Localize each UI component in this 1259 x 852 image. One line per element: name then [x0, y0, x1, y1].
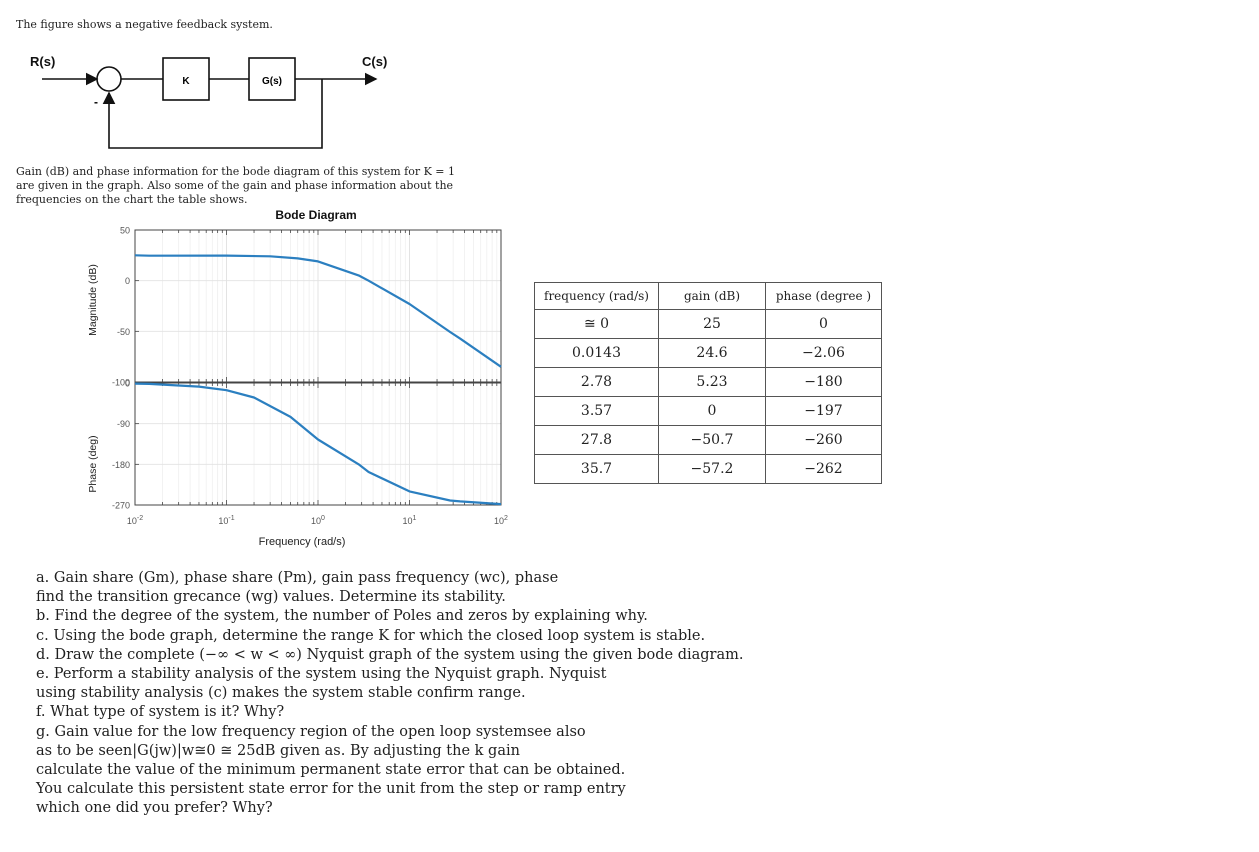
question-line: using stability analysis (c) makes the s… [36, 685, 526, 702]
questions-list: a. Gain share (Gm), phase share (Pm), ga… [36, 569, 743, 819]
plant-block [248, 57, 296, 101]
magnitude-ytick-label: 50 [120, 226, 130, 236]
table-row: 3.57 0 −197 [534, 396, 882, 426]
cell-phase: −2.06 [765, 338, 882, 368]
description-line: Gain (dB) and phase information for the … [16, 165, 456, 178]
question-line: calculate the value of the minimum perma… [36, 762, 626, 779]
cell-gain: −50.7 [658, 425, 766, 455]
phase-ytick-label: 0 [125, 379, 130, 389]
magnitude-panel: 50 0 -50 -100 [112, 226, 502, 388]
gain-block-label: K [182, 76, 190, 87]
bode-diagram: Bode Diagram 50 0 -50 -100 0 -90 -180 -270 10-2… [87, 208, 508, 548]
description-paragraph: Gain (dB) and phase information for the … [16, 165, 456, 207]
question-line: which one did you prefer? Why? [36, 800, 273, 817]
question-line: g. Gain value for the low frequency regi… [36, 723, 586, 740]
description-line: frequencies on the chart the table shows… [16, 193, 248, 206]
plant-block-label: G(s) [262, 76, 282, 87]
description-line: are given in the graph. Also some of the… [16, 179, 454, 192]
question-line: f. What type of system is it? Why? [36, 704, 285, 721]
feedback-block-diagram: R(s) K G(s) C(s) - [30, 54, 387, 149]
cell-frequency: 0.0143 [534, 338, 659, 368]
table-row: 2.78 5.23 −180 [534, 367, 882, 397]
question-line: e. Perform a stability analysis of the s… [36, 666, 607, 683]
table-header-row: frequency (rad/s) gain (dB) phase (degre… [534, 282, 882, 310]
cell-frequency: 2.78 [534, 367, 659, 397]
cell-gain: 5.23 [658, 367, 766, 397]
summing-junction [96, 66, 122, 92]
magnitude-ytick-label: -100 [112, 378, 130, 388]
header-gain: gain (dB) [658, 282, 766, 310]
cell-phase: −260 [765, 425, 882, 455]
question-line: as to be seen|G(jw)|w≅0 ≅ 25dB given as.… [36, 742, 520, 759]
header-frequency: frequency (rad/s) [534, 282, 659, 310]
question-line: c. Using the bode graph, determine the r… [36, 627, 706, 644]
xtick-label: 102 [494, 515, 508, 526]
phase-ytick-label: -270 [112, 501, 130, 511]
phase-panel: 0 -90 -180 -270 10-2 10-1 100 101 102 [112, 379, 508, 527]
phase-curve [134, 382, 502, 506]
cell-phase: −197 [765, 396, 882, 426]
cell-gain: 0 [658, 396, 766, 426]
frequency-axis-label: Frequency (rad/s) [259, 536, 346, 548]
table-row: 0.0143 24.6 −2.06 [534, 338, 882, 368]
magnitude-frame [134, 229, 502, 383]
chart-title: Bode Diagram [275, 208, 356, 222]
output-label: C(s) [362, 54, 387, 69]
question-line: d. Draw the complete (−∞ < w < ∞) Nyquis… [36, 646, 744, 663]
table-row: 27.8 −50.7 −260 [534, 425, 882, 455]
magnitude-ytick-label: -50 [117, 327, 130, 337]
phase-frame [134, 382, 502, 506]
cell-phase: −262 [765, 454, 882, 484]
question-line: a. Gain share (Gm), phase share (Pm), ga… [36, 570, 559, 586]
xtick-label: 101 [403, 515, 417, 526]
cell-gain: 24.6 [658, 338, 766, 368]
cell-phase: −180 [765, 367, 882, 397]
xtick-label: 10-1 [218, 515, 234, 526]
table-row: 35.7 −57.2 −262 [534, 454, 882, 484]
cell-gain: 25 [658, 309, 766, 339]
magnitude-ytick-label: 0 [125, 276, 130, 286]
phase-axis-label: Phase (deg) [87, 435, 99, 492]
feedback-path [102, 79, 323, 149]
input-label: R(s) [30, 54, 55, 69]
xtick-label: 100 [311, 515, 325, 526]
question-line: b. Find the degree of the system, the nu… [36, 608, 648, 625]
question-line: find the transition grecance (wg) values… [36, 589, 506, 606]
feedback-sign: - [94, 95, 98, 109]
cell-frequency: 35.7 [534, 454, 659, 484]
magnitude-curve [134, 254, 502, 368]
cell-frequency: ≅ 0 [534, 309, 659, 339]
cell-phase: 0 [765, 309, 882, 339]
frequency-data-table: frequency (rad/s) gain (dB) phase (degre… [534, 282, 882, 484]
header-phase: phase (degree ) [765, 282, 882, 310]
magnitude-axis-label: Magnitude (dB) [87, 264, 99, 336]
phase-ytick-label: -180 [112, 460, 130, 470]
phase-ytick-label: -90 [117, 419, 130, 429]
cell-frequency: 3.57 [534, 396, 659, 426]
cell-frequency: 27.8 [534, 425, 659, 455]
cell-gain: −57.2 [658, 454, 766, 484]
question-line: You calculate this persistent state erro… [36, 781, 626, 798]
intro-text: The figure shows a negative feedback sys… [16, 18, 273, 31]
xtick-label: 10-2 [127, 515, 143, 526]
table-row: ≅ 0 25 0 [534, 309, 882, 339]
